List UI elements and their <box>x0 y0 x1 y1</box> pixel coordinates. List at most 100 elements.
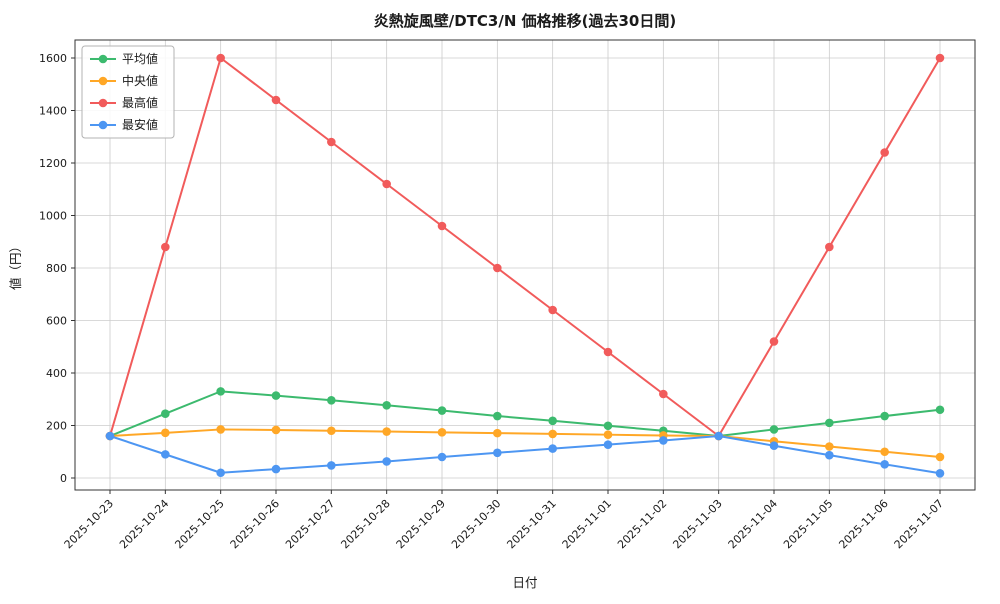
series-marker <box>659 436 668 445</box>
legend-marker <box>98 54 108 64</box>
y-tick-label: 1600 <box>39 52 67 65</box>
x-tick-label: 2025-11-07 <box>892 497 946 551</box>
x-tick-label: 2025-10-27 <box>283 497 337 551</box>
series-marker <box>935 468 945 478</box>
series-marker <box>327 426 336 436</box>
plot-border <box>74 39 976 491</box>
series-marker <box>548 416 557 426</box>
series-marker <box>161 428 170 438</box>
x-tick-label: 2025-11-05 <box>781 497 835 551</box>
series-marker <box>603 421 613 431</box>
series-marker <box>825 242 834 252</box>
series-marker <box>880 148 889 157</box>
series-marker <box>603 430 613 439</box>
x-tick-label: 2025-10-28 <box>338 497 392 551</box>
series-marker <box>161 409 170 418</box>
series-marker <box>161 242 170 252</box>
series-marker <box>493 428 502 438</box>
series-marker <box>825 442 834 451</box>
series-marker <box>493 448 502 458</box>
series-marker <box>382 457 391 466</box>
series-marker <box>548 444 557 453</box>
series-marker <box>105 431 115 441</box>
series-marker <box>437 428 447 437</box>
x-tick-label: 2025-11-01 <box>560 497 614 551</box>
series-marker <box>935 405 945 415</box>
series-marker <box>271 464 281 474</box>
y-tick-label: 200 <box>46 419 67 432</box>
legend-marker <box>98 120 108 130</box>
series-marker <box>825 450 834 460</box>
x-tick-label: 2025-11-06 <box>836 497 890 551</box>
legend-label: 中央値 <box>122 73 158 88</box>
series-line-1 <box>109 428 941 458</box>
series-marker <box>825 418 834 428</box>
series-marker <box>216 53 225 63</box>
series-line-3 <box>109 435 941 475</box>
series-marker <box>769 425 779 434</box>
y-axis-label: 値（円） <box>8 240 23 290</box>
x-tick-label: 2025-10-29 <box>394 497 448 551</box>
series-marker <box>769 337 779 346</box>
series-marker <box>382 400 391 410</box>
legend-label: 最安値 <box>122 117 158 132</box>
series-marker <box>216 425 225 434</box>
series-marker <box>880 447 889 457</box>
series-marker <box>769 441 779 451</box>
series-marker <box>493 263 502 273</box>
x-axis-label: 日付 <box>512 575 537 590</box>
series-marker <box>880 411 889 421</box>
series-marker <box>437 406 447 415</box>
y-tick-label: 1000 <box>39 209 67 222</box>
series-marker <box>327 396 336 405</box>
legend-label: 平均値 <box>122 51 158 66</box>
series-marker <box>216 387 225 396</box>
series-line-2 <box>109 57 941 437</box>
series-marker <box>659 389 668 399</box>
x-tick-label: 2025-11-03 <box>670 497 724 551</box>
series-marker <box>271 425 281 435</box>
y-tick-label: 800 <box>46 262 67 275</box>
legend-label: 最高値 <box>122 95 158 110</box>
series-marker <box>327 137 336 147</box>
chart-title: 炎熱旋風壁/DTC3/N 価格推移(過去30日間) <box>374 12 676 30</box>
x-tick-label: 2025-11-04 <box>726 497 780 551</box>
series-marker <box>935 452 945 462</box>
series-marker <box>714 431 723 441</box>
x-tick-label: 2025-10-24 <box>117 497 171 551</box>
series-marker <box>382 427 391 436</box>
series-marker <box>216 468 225 478</box>
series-marker <box>880 460 889 469</box>
series-marker <box>437 452 447 462</box>
series-marker <box>603 347 613 357</box>
series-marker <box>437 221 447 231</box>
y-tick-label: 400 <box>46 367 67 380</box>
x-tick-label: 2025-10-25 <box>172 497 226 551</box>
y-tick-label: 600 <box>46 314 67 327</box>
series-marker <box>382 179 391 189</box>
series-line-0 <box>109 390 941 437</box>
series-marker <box>548 429 557 439</box>
series-marker <box>548 305 557 315</box>
y-tick-label: 0 <box>60 472 67 485</box>
series-marker <box>161 450 170 459</box>
series-marker <box>493 411 502 421</box>
x-tick-label: 2025-10-30 <box>449 497 503 551</box>
y-tick-label: 1400 <box>39 104 67 117</box>
legend-marker <box>98 76 108 86</box>
series-marker <box>271 391 281 400</box>
plot-background <box>75 40 975 490</box>
legend-marker <box>98 98 108 108</box>
x-tick-label: 2025-11-02 <box>615 497 669 551</box>
x-tick-label: 2025-10-23 <box>62 497 116 551</box>
legend-box <box>81 45 175 139</box>
x-tick-label: 2025-10-26 <box>228 497 282 551</box>
series-marker <box>327 461 336 470</box>
series-marker <box>271 95 281 105</box>
series-marker <box>935 53 945 63</box>
x-tick-label: 2025-10-31 <box>504 497 558 551</box>
